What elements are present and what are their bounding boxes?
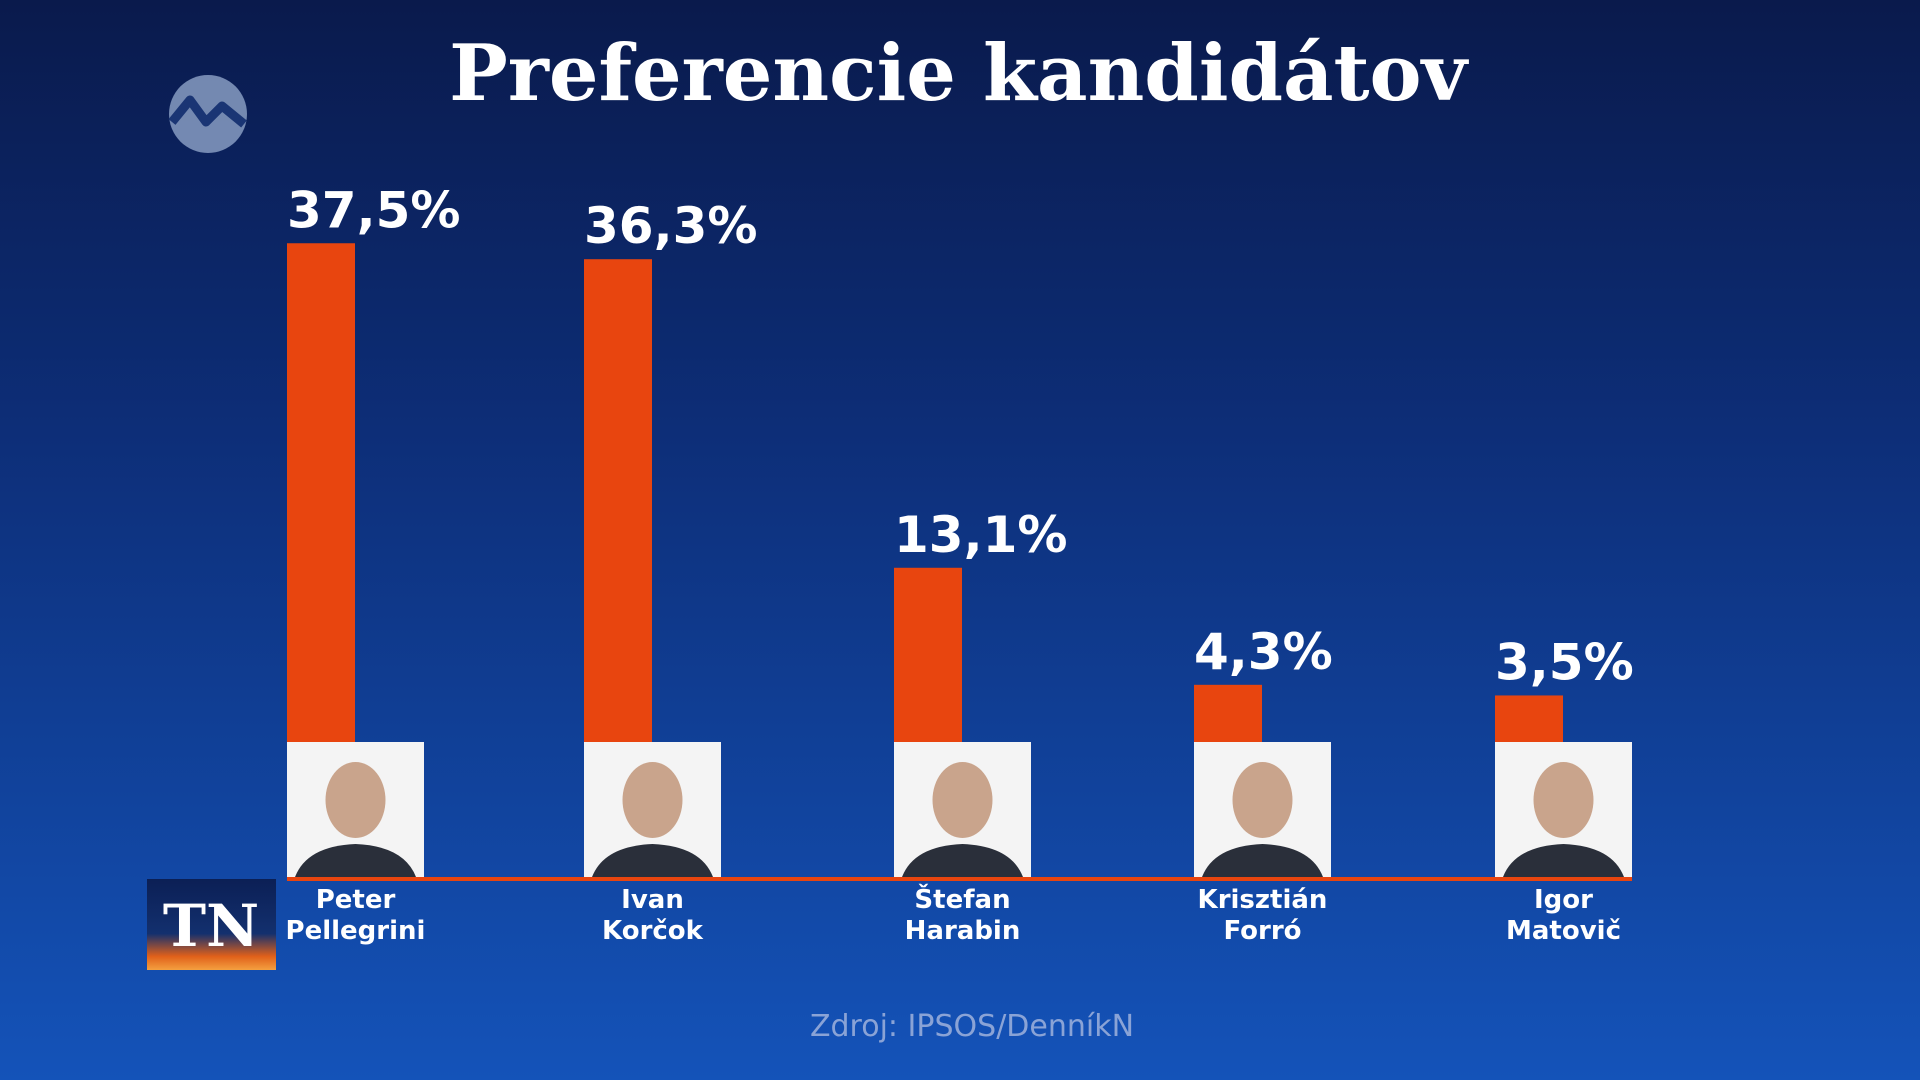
photo-head <box>622 762 683 838</box>
photo-head <box>932 762 993 838</box>
photo-head <box>325 762 386 838</box>
bar <box>1194 684 1262 742</box>
x-tick-label: Peter Pellegrini <box>285 885 426 946</box>
value-label: 37,5% <box>287 181 460 239</box>
photo-body <box>592 844 713 877</box>
value-label: 13,1% <box>894 506 1067 564</box>
candidate-photo <box>1495 742 1632 877</box>
photo-body <box>295 844 416 877</box>
value-label: 36,3% <box>584 197 757 255</box>
bar <box>584 259 652 742</box>
x-tick-label: Igor Matovič <box>1506 885 1621 946</box>
photo-head <box>1533 762 1594 838</box>
value-label: 3,5% <box>1495 633 1634 691</box>
photo-body <box>1202 844 1323 877</box>
source: Zdroj: IPSOS/DenníkN <box>810 1009 1134 1044</box>
photo-body <box>902 844 1023 877</box>
candidate-photo <box>1194 742 1331 877</box>
photo-head <box>1232 762 1293 838</box>
candidate-photo <box>287 742 424 877</box>
candidate-photo <box>584 742 721 877</box>
tn-logo: TN <box>147 879 276 970</box>
bar <box>287 243 355 742</box>
candidate-photo <box>894 742 1031 877</box>
value-label: 4,3% <box>1194 623 1333 681</box>
x-tick-label: Ivan Korčok <box>602 885 703 946</box>
bar <box>1495 695 1563 742</box>
x-tick-label: Štefan Harabin <box>904 885 1021 946</box>
photo-body <box>1503 844 1624 877</box>
tn-logo-text: TN <box>163 892 259 960</box>
bar <box>894 567 962 742</box>
channel-logo <box>168 75 247 153</box>
x-tick-label: Krisztián Forró <box>1197 885 1328 946</box>
chart-title: Preferencie kandidátov <box>449 28 1469 119</box>
